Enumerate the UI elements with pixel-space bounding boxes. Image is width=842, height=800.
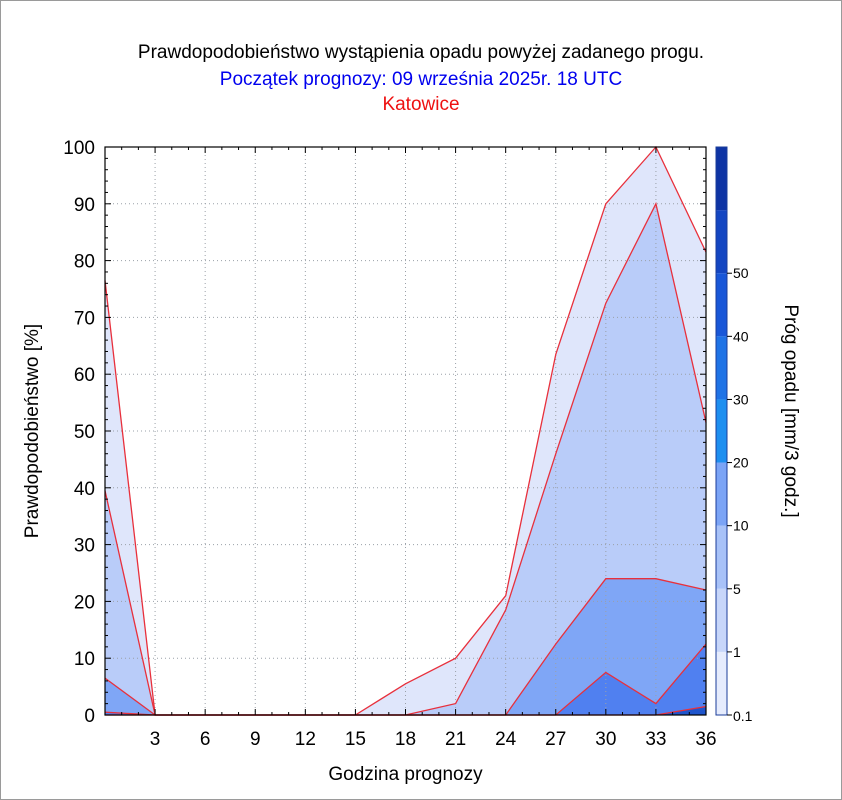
colorbar-tick-label: 10 — [733, 518, 749, 534]
y-tick-label: 100 — [63, 138, 95, 159]
colorbar-segment — [716, 210, 727, 274]
x-tick-label: 3 — [150, 729, 161, 750]
x-tick-label: 27 — [545, 729, 566, 750]
colorbar-segment — [716, 462, 727, 526]
x-tick-label: 6 — [200, 729, 211, 750]
x-tick-label: 21 — [445, 729, 466, 750]
y-tick-label: 40 — [74, 479, 95, 500]
x-tick-label: 36 — [695, 729, 716, 750]
series-area-5 — [105, 578, 706, 715]
x-tick-label: 33 — [645, 729, 666, 750]
y-tick-label: 70 — [74, 308, 95, 329]
y-tick-label: 10 — [74, 649, 95, 670]
y-tick-label: 60 — [74, 365, 95, 386]
grid-lines — [105, 147, 706, 715]
y-tick-label: 50 — [74, 422, 95, 443]
colorbar-segment — [716, 273, 727, 337]
y-tick-label: 80 — [74, 252, 95, 273]
x-tick-label: 30 — [595, 729, 616, 750]
colorbar: 0.1 1 5 10 20 30 40 50 — [715, 146, 753, 724]
x-tick-label: 15 — [345, 729, 366, 750]
y-tick-label: 20 — [74, 592, 95, 613]
series-area-10 — [105, 644, 706, 715]
colorbar-tick-label: 5 — [733, 581, 741, 597]
colorbar-tick-label: 20 — [733, 455, 749, 471]
y-tick-label: 0 — [84, 706, 95, 727]
y-tick-label: 90 — [74, 195, 95, 216]
x-tick-label: 18 — [395, 729, 416, 750]
colorbar-segment — [716, 651, 727, 715]
colorbar-tick-label: 0.1 — [733, 708, 753, 724]
chart-subtitle: Początek prognozy: 09 września 2025r. 18… — [219, 69, 623, 90]
axes: 3 6 9 12 15 18 21 24 27 30 33 360102030405060708090… — [63, 138, 716, 750]
colorbar-tick-label: 40 — [733, 328, 749, 344]
x-axis-label: Godzina prognozy — [328, 764, 483, 785]
colorbar-tick-label: 50 — [733, 265, 749, 281]
colorbar-tick-label: 1 — [733, 644, 741, 660]
x-tick-label: 9 — [250, 729, 261, 750]
colorbar-segment — [716, 147, 727, 211]
colorbar-frame — [715, 146, 728, 716]
chart-title: Prawdopodobieństwo wystąpienia opadu pow… — [137, 42, 705, 63]
x-tick-label: 24 — [495, 729, 517, 750]
colorbar-segment — [716, 588, 727, 652]
location-label: Katowice — [382, 94, 460, 115]
colorbar-label: Próg opadu [mm/3 godz.] — [780, 304, 801, 517]
y-axis-label: Prawdopodobieństwo [%] — [22, 324, 43, 538]
x-tick-label: 12 — [295, 729, 316, 750]
y-tick-label: 30 — [74, 536, 95, 557]
colorbar-tick-label: 30 — [733, 391, 749, 407]
colorbar-segment — [716, 336, 727, 400]
colorbar-segment — [716, 525, 727, 589]
colorbar-segment — [716, 399, 727, 463]
